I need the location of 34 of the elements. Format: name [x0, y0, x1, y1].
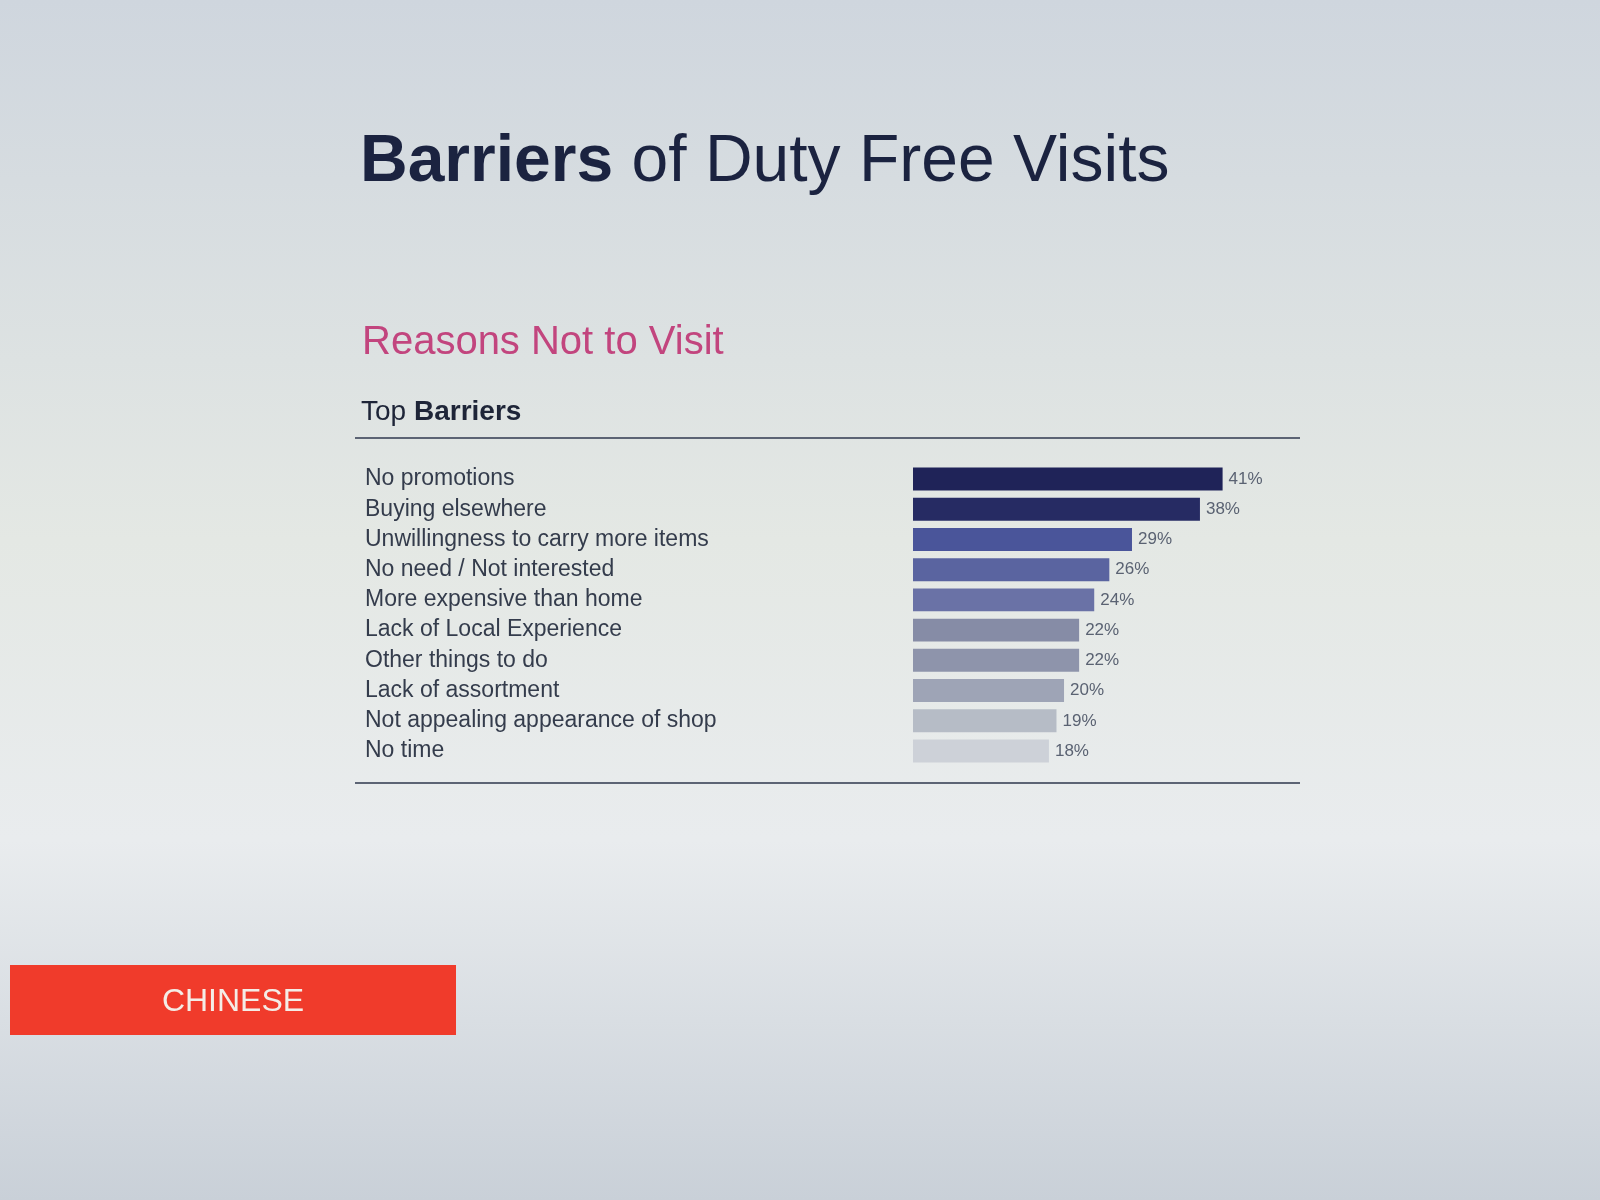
y-tick-label: Other things to do [365, 645, 548, 672]
bar [913, 709, 1057, 733]
y-tick-label: Not appealing appearance of shop [365, 706, 717, 733]
text: CHINESE [10, 965, 456, 1035]
y-tick-label: Lack of assortment [365, 675, 560, 702]
text: Reasons Not to Visit [362, 318, 724, 363]
bar [913, 648, 1080, 672]
y-tick-label: Unwillingness to carry more items [365, 524, 709, 551]
data-label: 19% [1062, 710, 1097, 730]
data-label: 26% [1115, 559, 1150, 579]
text: Top Barriers [355, 395, 1300, 439]
chart-title: Barriers of Duty Free Visits [360, 120, 1170, 196]
data-label: 22% [1085, 650, 1120, 670]
bar [913, 558, 1110, 582]
data-label: 24% [1100, 589, 1135, 609]
y-tick-label: More expensive than home [365, 585, 643, 612]
y-tick-label: No need / Not interested [365, 554, 615, 581]
bar [913, 679, 1065, 703]
data-label: 29% [1137, 529, 1173, 549]
y-tick-label: Buying elsewhere [365, 494, 547, 521]
data-label: 41% [1228, 468, 1263, 488]
data-label: 18% [1054, 740, 1089, 760]
data-label: 20% [1070, 680, 1105, 700]
bar [913, 527, 1132, 551]
data-label: 22% [1085, 619, 1120, 639]
bar [913, 588, 1095, 612]
bar [913, 739, 1049, 763]
y-tick-label: Lack of Local Experience [365, 615, 622, 642]
y-tick-label: No time [365, 736, 445, 763]
data-label: 38% [1205, 498, 1240, 518]
bar [913, 497, 1200, 521]
bar [913, 618, 1080, 642]
bar [913, 467, 1223, 491]
y-tick-label: No promotions [365, 464, 515, 491]
